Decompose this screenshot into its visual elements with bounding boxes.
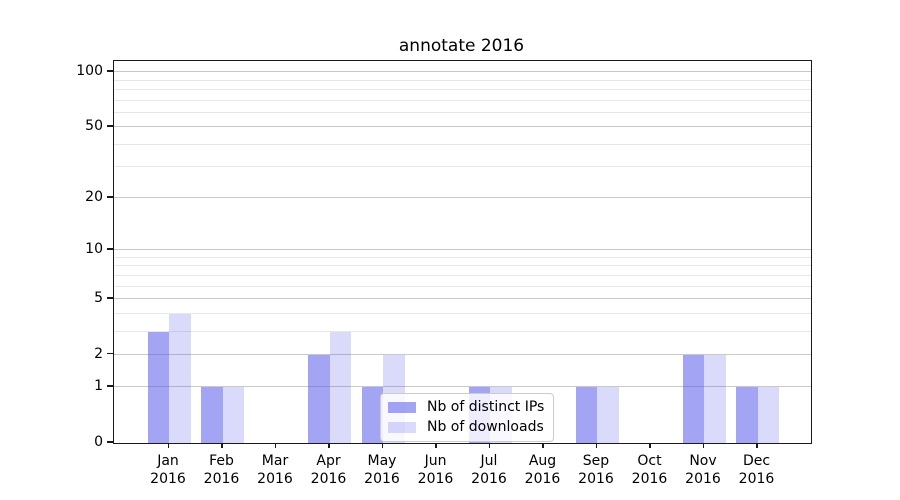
gridline-minor-70 [114, 99, 811, 101]
gridline-50 [114, 126, 811, 128]
y-tick-mark-0 [107, 441, 113, 443]
x-tick-mark-mar [274, 443, 276, 448]
x-tick-label-dec: Dec 2016 [738, 453, 775, 487]
bar-distinct-ips-nov [682, 354, 704, 443]
bar-downloads-feb [222, 387, 244, 443]
bar-downloads-dec [757, 387, 779, 443]
y-tick-label-2: 2 [94, 345, 103, 362]
bar-distinct-ips-dec [736, 387, 758, 443]
y-tick-label-100: 100 [76, 63, 103, 80]
legend-label-distinct-ips: Nb of distinct IPs [427, 399, 545, 415]
x-tick-label-oct: Oct 2016 [631, 453, 668, 487]
y-tick-mark-10 [107, 248, 113, 250]
gridline-minor-60 [114, 111, 811, 113]
x-tick-label-jun: Jun 2016 [417, 453, 454, 487]
bar-distinct-ips-apr [308, 354, 330, 443]
x-tick-mark-jun [435, 443, 437, 448]
bar-distinct-ips-may [361, 387, 383, 443]
legend: Nb of distinct IPs Nb of downloads [380, 393, 555, 442]
chart-title: annotate 2016 [398, 36, 525, 56]
legend-entry-distinct-ips: Nb of distinct IPs [388, 399, 544, 415]
bar-downloads-apr [329, 331, 351, 443]
bar-distinct-ips-feb [201, 387, 223, 443]
x-tick-label-nov: Nov 2016 [685, 453, 721, 487]
gridline-10 [114, 249, 811, 251]
legend-entry-downloads: Nb of downloads [388, 419, 544, 435]
gridline-minor-90 [114, 79, 811, 81]
bar-distinct-ips-jan [147, 331, 169, 443]
x-tick-mark-dec [756, 443, 758, 448]
x-tick-mark-nov [702, 443, 704, 448]
gridline-minor-30 [114, 166, 811, 168]
y-tick-mark-100 [107, 70, 113, 72]
gridline-5 [114, 298, 811, 300]
legend-swatch-downloads [388, 421, 416, 433]
gridline-minor-4 [114, 312, 811, 314]
legend-swatch-distinct-ips [388, 401, 416, 413]
bar-downloads-jan [169, 313, 191, 443]
bar-downloads-nov [704, 354, 726, 443]
gridline-1 [114, 386, 811, 388]
gridline-100 [114, 71, 811, 73]
x-tick-mark-feb [221, 443, 223, 448]
gridline-minor-40 [114, 143, 811, 145]
y-tick-label-50: 50 [85, 118, 103, 135]
x-tick-label-jul: Jul 2016 [471, 453, 507, 487]
x-tick-mark-may [381, 443, 383, 448]
gridline-minor-3 [114, 330, 811, 332]
bar-distinct-ips-sep [575, 387, 597, 443]
x-tick-label-apr: Apr 2016 [310, 453, 347, 487]
bar-downloads-sep [597, 387, 619, 443]
x-tick-mark-jan [167, 443, 169, 448]
y-tick-label-5: 5 [94, 290, 103, 307]
gridline-20 [114, 197, 811, 199]
y-tick-mark-2 [107, 352, 113, 355]
x-tick-label-mar: Mar 2016 [257, 453, 293, 487]
y-tick-label-0: 0 [94, 434, 103, 450]
gridline-2 [114, 353, 811, 355]
legend-label-downloads: Nb of downloads [427, 419, 544, 435]
y-tick-mark-50 [107, 125, 113, 127]
x-tick-label-jan: Jan 2016 [150, 453, 186, 487]
y-tick-label-10: 10 [85, 241, 103, 258]
gridline-minor-8 [114, 265, 811, 267]
gridline-minor-7 [114, 274, 811, 276]
y-tick-label-1: 1 [94, 378, 103, 395]
x-tick-mark-oct [649, 443, 651, 448]
gridline-minor-80 [114, 88, 811, 90]
x-tick-label-may: May 2016 [364, 453, 400, 487]
y-tick-mark-20 [107, 196, 113, 198]
x-tick-mark-sep [595, 443, 597, 448]
x-tick-mark-jul [488, 443, 490, 448]
gridline-minor-9 [114, 257, 811, 258]
y-tick-mark-5 [107, 297, 113, 299]
x-tick-label-sep: Sep 2016 [578, 453, 614, 487]
x-tick-label-aug: Aug 2016 [524, 453, 561, 487]
y-tick-label-20: 20 [85, 189, 103, 206]
y-tick-mark-1 [107, 385, 113, 387]
x-tick-mark-apr [328, 443, 330, 448]
x-tick-mark-aug [542, 443, 544, 448]
gridline-minor-6 [114, 285, 811, 287]
x-tick-label-feb: Feb 2016 [203, 453, 240, 487]
plot-area: Nb of distinct IPs Nb of downloads [113, 60, 812, 444]
